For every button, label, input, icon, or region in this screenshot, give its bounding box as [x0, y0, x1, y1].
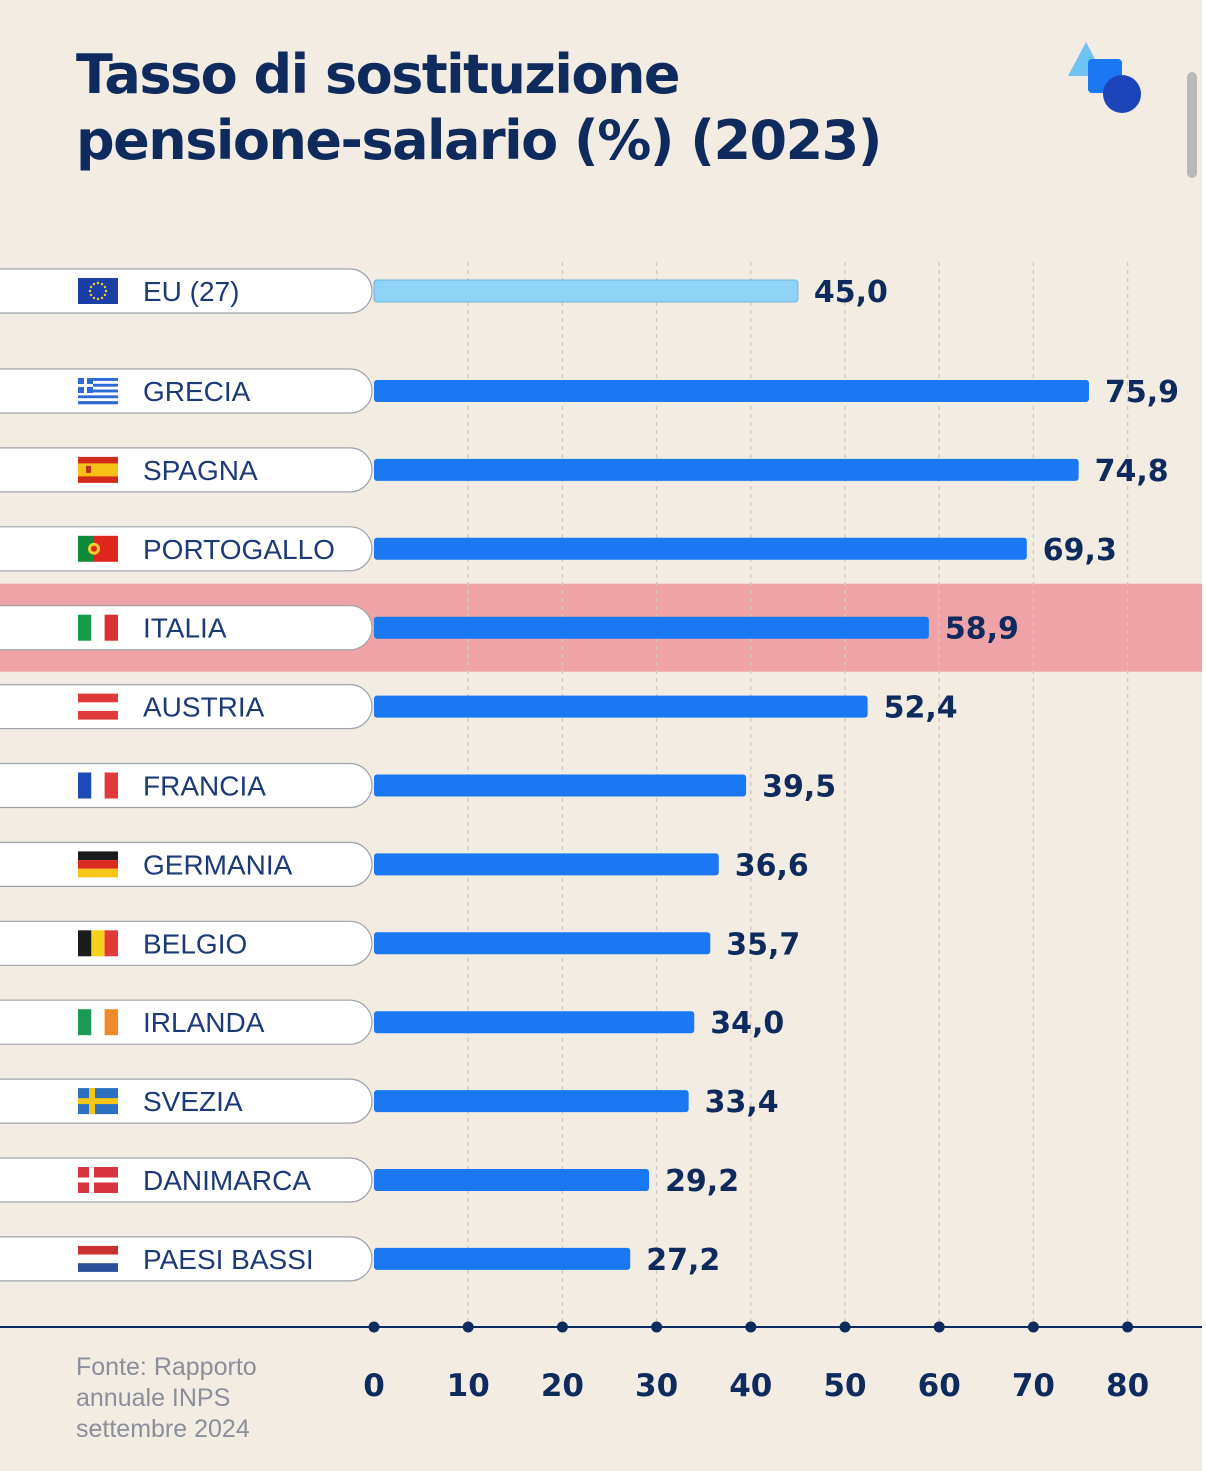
- bar: [374, 537, 1027, 560]
- data-label: 45,0: [814, 275, 888, 310]
- scroll-track: [1202, 0, 1206, 1471]
- category-label: EU (27): [143, 276, 239, 307]
- category-label: SPAGNA: [143, 455, 258, 486]
- data-label: 36,6: [735, 848, 809, 883]
- x-tick-label: 20: [541, 1368, 584, 1404]
- source-note: Fonte: Rapporto annuale INPS settembre 2…: [76, 1352, 257, 1445]
- bar-row: AUSTRIA 52,4: [0, 684, 958, 730]
- bar: [374, 1247, 631, 1270]
- data-label: 52,4: [884, 691, 958, 726]
- bar: [374, 774, 747, 797]
- bar: [374, 458, 1079, 481]
- portugal-flag-icon: [78, 535, 118, 562]
- category-label: FRANCIA: [143, 771, 266, 802]
- scrollbar[interactable]: [1187, 72, 1197, 178]
- bar: [374, 853, 719, 876]
- bar: [374, 616, 929, 639]
- spain-flag-icon: [78, 456, 118, 483]
- bar: [374, 1090, 689, 1113]
- bar-row: GRECIA 75,9: [0, 368, 1179, 414]
- bar-row: FRANCIA 39,5: [0, 762, 836, 809]
- austria-flag-icon: [78, 693, 118, 720]
- data-label: 27,2: [646, 1243, 720, 1278]
- data-label: 74,8: [1095, 454, 1169, 489]
- source-line-1: Fonte: Rapporto: [76, 1353, 257, 1381]
- data-label: 34,0: [710, 1006, 784, 1041]
- germany-flag-icon: [78, 851, 118, 878]
- bar: [374, 1169, 650, 1191]
- data-label: 39,5: [762, 770, 836, 805]
- bar-row: BELGIO 35,7: [0, 920, 800, 966]
- category-label: DANIMARCA: [143, 1165, 311, 1196]
- bar: [374, 1011, 695, 1034]
- bar: [373, 279, 799, 303]
- data-label: 75,9: [1105, 375, 1179, 410]
- data-label: 35,7: [726, 927, 800, 962]
- category-label: PAESI BASSI: [143, 1244, 314, 1275]
- x-tick-label: 30: [635, 1368, 678, 1404]
- chart-title: Tasso di sostituzione pensione-salario (…: [76, 42, 882, 174]
- ireland-flag-icon: [78, 1009, 118, 1036]
- italy-flag-icon: [78, 614, 118, 641]
- france-flag-icon: [78, 772, 118, 799]
- title-line-1: Tasso di sostituzione: [76, 43, 681, 106]
- category-label: AUSTRIA: [143, 692, 265, 723]
- category-label: GERMANIA: [143, 849, 293, 880]
- bar: [374, 695, 868, 718]
- bar-row: IRLANDA 34,0: [0, 999, 784, 1045]
- x-tick-label: 10: [447, 1368, 490, 1404]
- bar-row: PAESI BASSI 27,2: [0, 1236, 720, 1282]
- category-label: IRLANDA: [143, 1007, 265, 1038]
- denmark-flag-icon: [78, 1167, 118, 1193]
- category-label: GRECIA: [143, 376, 251, 407]
- x-tick-label: 60: [918, 1368, 961, 1404]
- bar-row: SVEZIA 33,4: [0, 1078, 779, 1124]
- bar: [374, 380, 1089, 402]
- x-tick-label: 50: [823, 1368, 866, 1404]
- source-line-2: annuale INPS: [76, 1384, 231, 1412]
- bar-row: DANIMARCA 29,2: [0, 1157, 739, 1203]
- bar-row: EU (27) 45,0: [0, 268, 888, 314]
- category-label: BELGIO: [143, 928, 247, 959]
- eu-flag-icon: [78, 278, 118, 304]
- bar-row: SPAGNA 74,8: [0, 447, 1169, 493]
- category-label: PORTOGALLO: [143, 534, 335, 565]
- brand-logo-icon: [1068, 42, 1141, 113]
- belgium-flag-icon: [78, 930, 118, 957]
- source-line-3: settembre 2024: [76, 1415, 250, 1443]
- bar: [374, 932, 711, 955]
- category-label: ITALIA: [143, 613, 227, 644]
- data-label: 33,4: [705, 1085, 779, 1120]
- data-label: 29,2: [665, 1164, 739, 1199]
- sweden-flag-icon: [78, 1088, 118, 1115]
- data-label: 58,9: [945, 612, 1019, 647]
- netherlands-flag-icon: [78, 1245, 118, 1272]
- title-line-2: pensione-salario (%) (2023): [76, 109, 882, 172]
- category-label: SVEZIA: [143, 1086, 243, 1117]
- bar-row: GERMANIA 36,6: [0, 841, 809, 887]
- x-tick-label: 70: [1012, 1368, 1055, 1404]
- data-label: 69,3: [1043, 533, 1117, 568]
- x-tick-label: 40: [729, 1368, 772, 1404]
- x-tick-label: 0: [363, 1368, 385, 1404]
- greece-flag-icon: [78, 378, 118, 405]
- bar-row: ITALIA 58,9: [0, 605, 1019, 651]
- x-tick-label: 80: [1106, 1368, 1149, 1404]
- bar-row: PORTOGALLO 69,3: [0, 526, 1117, 572]
